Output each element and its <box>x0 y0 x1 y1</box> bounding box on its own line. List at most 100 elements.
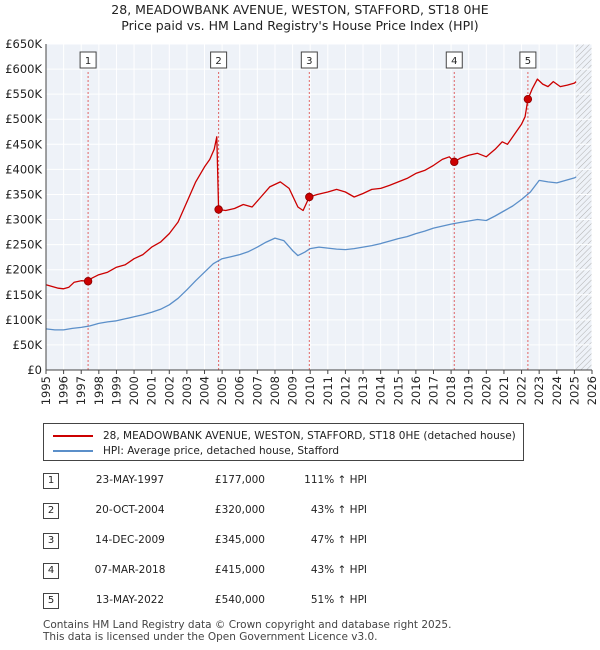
x-tick-label: 2000 <box>127 376 141 405</box>
sale-label-box <box>79 51 97 69</box>
sale-price: £177,000 <box>214 474 265 486</box>
forecast-hatch <box>576 44 592 370</box>
price-chart: 1 2 3 4 5 £0 £50K £100K £150K £200K £250K £300K £35… <box>5 37 599 405</box>
x-tick-label: 2023 <box>532 376 546 405</box>
sale-label-number: 4 <box>451 56 457 67</box>
sale-date: 13-MAY-2022 <box>95 594 165 606</box>
footer-line2: This data is licensed under the Open Gov… <box>43 631 378 643</box>
sale-date: 07-MAR-2018 <box>94 564 166 576</box>
sale-number: 3 <box>43 533 59 549</box>
sale-label-box <box>210 51 228 69</box>
y-tick-label: £100K <box>5 313 42 327</box>
chart-legend: 28, MEADOWBANK AVENUE, WESTON, STAFFORD,… <box>43 423 524 461</box>
series-line-hpi <box>45 176 577 331</box>
x-tick-label: 2018 <box>444 376 458 405</box>
sale-label-number: 3 <box>306 56 312 67</box>
sale-price: £415,000 <box>214 564 265 576</box>
y-tick-label: £400K <box>5 162 42 176</box>
sale-price: £540,000 <box>214 594 265 606</box>
sale-label-number: 5 <box>525 56 531 67</box>
y-tick-label: £550K <box>5 87 42 101</box>
sale-hpi-change: 47% ↑ HPI <box>310 534 367 546</box>
sale-label-number: 2 <box>215 56 221 67</box>
x-tick-label: 2009 <box>286 376 300 405</box>
y-tick-label: £150K <box>5 288 42 302</box>
legend-label-hpi: HPI: Average price, detached house, Staf… <box>103 445 340 457</box>
x-tick-label: 2008 <box>268 376 282 405</box>
x-tick-label: 2004 <box>198 376 212 405</box>
x-tick-label: 2007 <box>250 376 264 405</box>
x-tick-label: 2016 <box>409 376 423 405</box>
sale-point <box>214 205 223 214</box>
y-tick-label: £0 <box>27 363 42 377</box>
y-tick-label: £350K <box>5 187 42 201</box>
sale-label-box <box>445 51 463 69</box>
sale-row: 4 07-MAR-2018 £415,000 43% ↑ HPI <box>43 562 563 580</box>
x-tick-label: 2002 <box>162 376 176 405</box>
sale-point <box>523 94 533 104</box>
sale-price: £320,000 <box>214 504 265 516</box>
x-tick-label: 2012 <box>338 376 352 405</box>
x-tick-label: 2021 <box>497 376 511 405</box>
x-tick-label: 2001 <box>145 376 159 405</box>
x-tick-label: 2015 <box>391 376 405 405</box>
x-tick-label: 2014 <box>374 376 388 405</box>
y-tick-label: £450K <box>5 137 42 151</box>
sale-label-box <box>519 51 537 69</box>
y-tick-label: £650K <box>5 37 42 51</box>
chart-title-line1: 28, MEADOWBANK AVENUE, WESTON, STAFFORD,… <box>111 2 489 17</box>
legend-swatch-hpi <box>53 450 93 452</box>
chart-title: 28, MEADOWBANK AVENUE, WESTON, STAFFORD,… <box>0 2 600 34</box>
x-tick-label: 2019 <box>462 376 476 405</box>
legend-item-hpi: HPI: Average price, detached house, Staf… <box>53 444 339 458</box>
sale-date: 14-DEC-2009 <box>95 534 165 546</box>
sale-number: 2 <box>43 503 59 519</box>
sale-date: 23-MAY-1997 <box>95 474 165 486</box>
footer-attribution: Contains HM Land Registry data © Crown c… <box>43 619 451 643</box>
y-tick-label: £500K <box>5 112 42 126</box>
sale-point <box>450 157 459 167</box>
sale-label-box <box>300 51 318 69</box>
y-tick-label: £300K <box>5 213 42 227</box>
y-tick-label: £600K <box>5 62 42 76</box>
x-tick-label: 2017 <box>426 376 440 405</box>
legend-item-property: 28, MEADOWBANK AVENUE, WESTON, STAFFORD,… <box>53 429 516 443</box>
footer-line1: Contains HM Land Registry data © Crown c… <box>43 619 452 631</box>
sale-price: £345,000 <box>214 534 265 546</box>
x-tick-label: 2003 <box>180 376 194 405</box>
x-tick-label: 1998 <box>92 376 106 405</box>
x-tick-label: 1997 <box>74 376 88 405</box>
x-tick-label: 2010 <box>303 376 317 405</box>
x-tick-label: 1995 <box>39 376 53 405</box>
sale-number: 5 <box>43 593 59 609</box>
sale-row: 5 13-MAY-2022 £540,000 51% ↑ HPI <box>43 592 563 610</box>
x-tick-label: 2011 <box>321 376 335 405</box>
x-tick-label: 2024 <box>550 376 564 405</box>
sale-number: 4 <box>43 563 59 579</box>
sale-number: 1 <box>43 473 59 489</box>
sale-point <box>83 277 93 286</box>
sale-point <box>305 192 314 202</box>
sale-hpi-change: 43% ↑ HPI <box>310 564 367 576</box>
x-tick-label: 2005 <box>215 376 229 405</box>
sale-row: 2 20-OCT-2004 £320,000 43% ↑ HPI <box>43 502 563 520</box>
y-tick-label: £200K <box>5 263 42 277</box>
x-tick-label: 2013 <box>356 376 370 405</box>
sale-label-number: 1 <box>85 56 91 67</box>
sale-hpi-change: 111% ↑ HPI <box>304 474 367 486</box>
legend-swatch-property <box>53 435 93 437</box>
legend-label-property: 28, MEADOWBANK AVENUE, WESTON, STAFFORD,… <box>103 430 516 442</box>
sale-row: 1 23-MAY-1997 £177,000 111% ↑ HPI <box>43 472 563 490</box>
y-tick-label: £250K <box>5 238 42 252</box>
sale-row: 3 14-DEC-2009 £345,000 47% ↑ HPI <box>43 532 563 550</box>
x-tick-label: 2026 <box>585 376 599 405</box>
x-tick-label: 2022 <box>515 376 529 405</box>
sale-hpi-change: 51% ↑ HPI <box>310 594 367 606</box>
y-tick-label: £50K <box>13 338 43 352</box>
chart-title-line2: Price paid vs. HM Land Registry's House … <box>121 18 479 33</box>
x-tick-label: 2025 <box>567 376 581 405</box>
x-tick-label: 2006 <box>233 376 247 405</box>
x-tick-label: 1999 <box>109 376 123 405</box>
sale-hpi-change: 43% ↑ HPI <box>310 504 367 516</box>
x-tick-label: 1996 <box>57 376 71 405</box>
